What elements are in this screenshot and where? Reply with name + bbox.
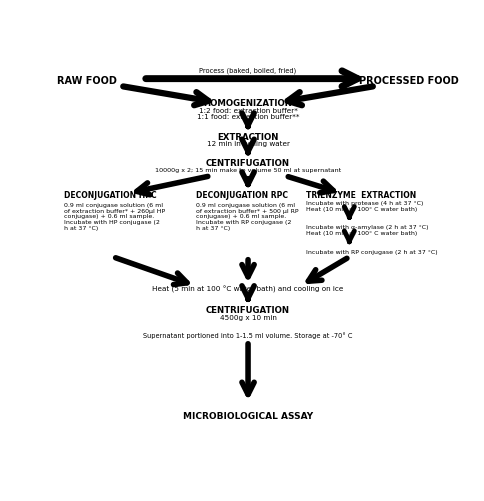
Text: 0.9 ml conjugase solution (6 ml
of extraction buffer* + 500 μl RP
conjugase) + 0: 0.9 ml conjugase solution (6 ml of extra… <box>196 203 298 231</box>
Text: HOMOGENIZATION: HOMOGENIZATION <box>204 99 292 108</box>
Text: DECONJUGATION RPC: DECONJUGATION RPC <box>196 191 287 199</box>
Text: RAW FOOD: RAW FOOD <box>57 76 117 86</box>
Text: DECONJUGATION HPC: DECONJUGATION HPC <box>64 191 157 199</box>
Text: MICROBIOLOGICAL ASSAY: MICROBIOLOGICAL ASSAY <box>183 412 313 421</box>
Text: Incubate with RP conjugase (2 h at 37 °C): Incubate with RP conjugase (2 h at 37 °C… <box>306 249 438 255</box>
Text: CENTRIFUGATION: CENTRIFUGATION <box>206 306 290 315</box>
Text: Heat (10 min at 100° C water bath): Heat (10 min at 100° C water bath) <box>306 206 417 211</box>
Text: Incubate with protease (4 h at 37 °C): Incubate with protease (4 h at 37 °C) <box>306 201 424 206</box>
Text: EXTRACTION: EXTRACTION <box>217 133 279 142</box>
Text: Heat (5 min at 100 °C water bath) and cooling on ice: Heat (5 min at 100 °C water bath) and co… <box>152 286 344 293</box>
Text: 0.9 ml conjugase solution (6 ml
of extraction buffer* + 260μl HP
conjugase) + 0.: 0.9 ml conjugase solution (6 ml of extra… <box>64 203 166 231</box>
Text: CENTRIFUGATION: CENTRIFUGATION <box>206 159 290 168</box>
Text: 10000g x 2; 15 min make to volume 50 ml at supernatant: 10000g x 2; 15 min make to volume 50 ml … <box>155 168 341 173</box>
Text: 12 min in boiling water: 12 min in boiling water <box>207 141 289 147</box>
Text: 1:1 food: extraction buffer**: 1:1 food: extraction buffer** <box>197 114 299 120</box>
Text: Heat (10 min at 100° C water bath): Heat (10 min at 100° C water bath) <box>306 231 417 236</box>
Text: PROCESSED FOOD: PROCESSED FOOD <box>360 76 459 86</box>
Text: 1:2 food: extraction buffer*: 1:2 food: extraction buffer* <box>198 108 298 114</box>
Text: TRIENZYME  EXTRACTION: TRIENZYME EXTRACTION <box>306 191 416 199</box>
Text: Incubate with α-amylase (2 h at 37 °C): Incubate with α-amylase (2 h at 37 °C) <box>306 225 429 230</box>
Text: 4500g x 10 min: 4500g x 10 min <box>220 315 276 321</box>
Text: Supernatant portioned into 1-1.5 ml volume. Storage at -70° C: Supernatant portioned into 1-1.5 ml volu… <box>143 333 353 339</box>
Text: Process (baked, boiled, fried): Process (baked, boiled, fried) <box>199 68 297 74</box>
